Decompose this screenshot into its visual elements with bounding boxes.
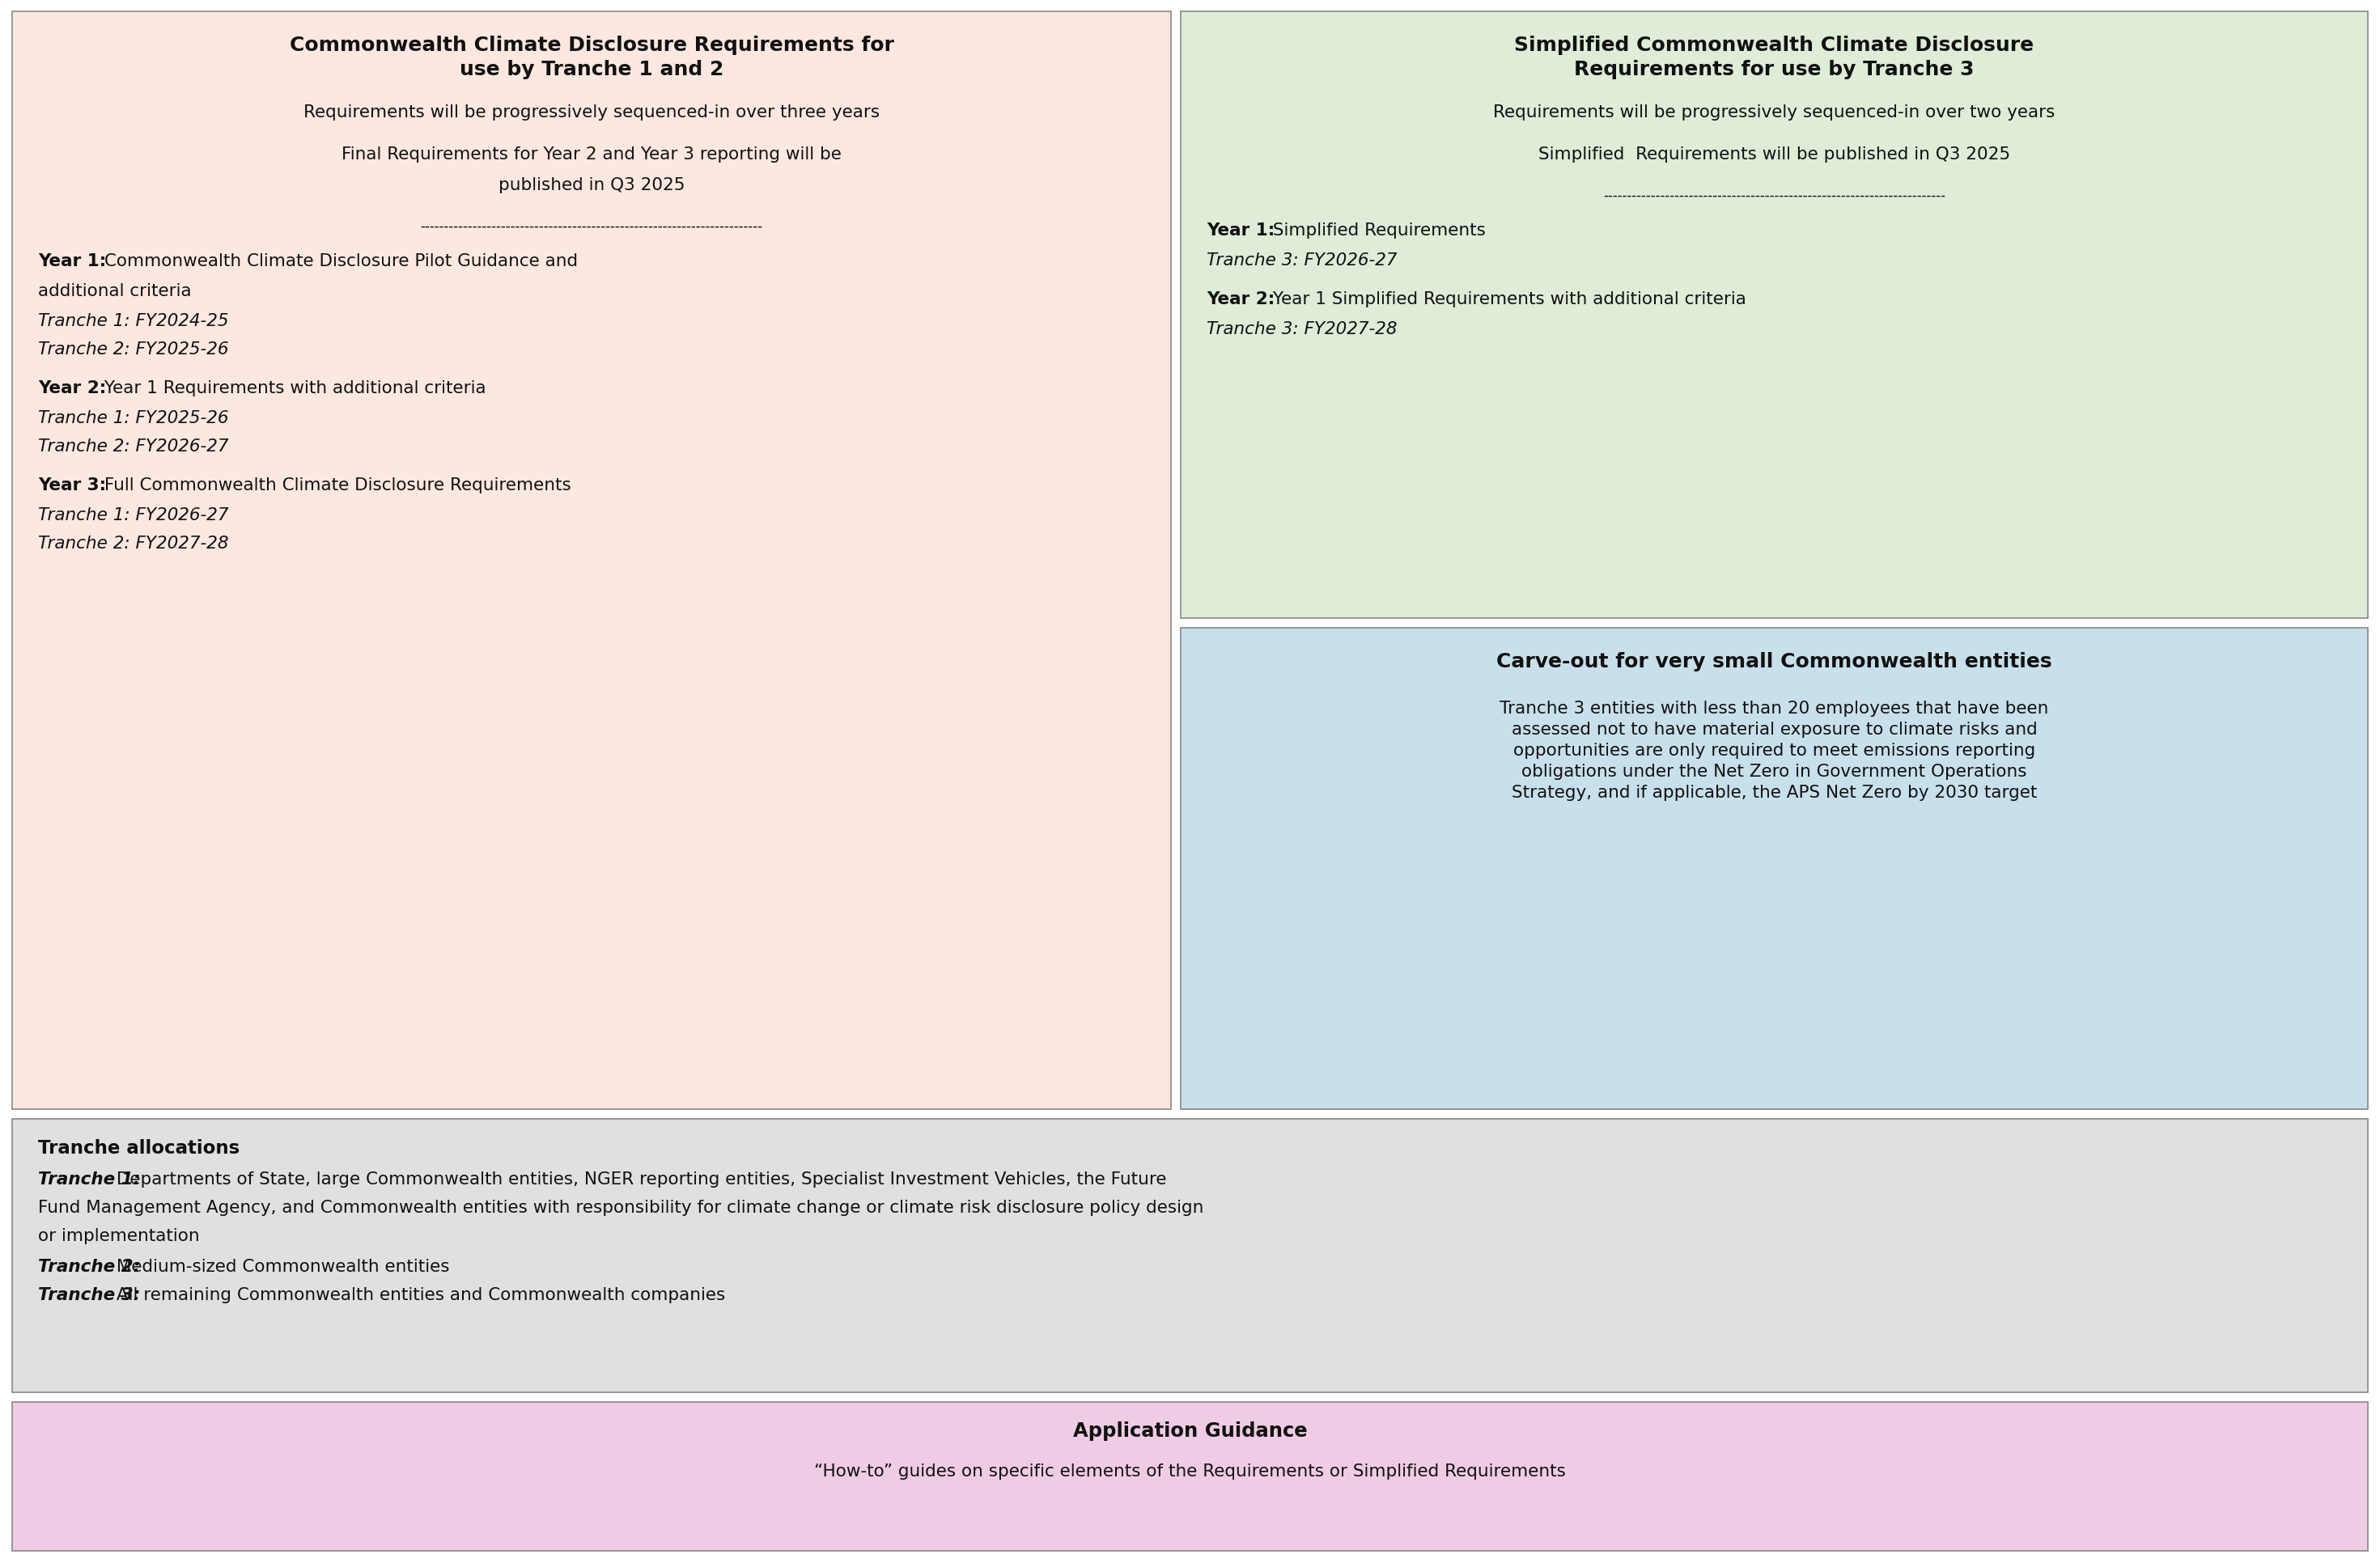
Text: “How-to” guides on specific elements of the Requirements or Simplified Requireme: “How-to” guides on specific elements of …: [814, 1463, 1566, 1479]
Text: Tranche 3: FY2027-28: Tranche 3: FY2027-28: [1207, 320, 1397, 338]
Text: Fund Management Agency, and Commonwealth entities with responsibility for climat: Fund Management Agency, and Commonwealth…: [38, 1199, 1204, 1216]
Text: Application Guidance: Application Guidance: [1073, 1421, 1307, 1440]
Text: Tranche 1: FY2025-26: Tranche 1: FY2025-26: [38, 410, 228, 427]
Text: Year 3:: Year 3:: [38, 477, 107, 492]
Text: Year 2:: Year 2:: [38, 380, 107, 395]
Text: Departments of State, large Commonwealth entities, NGER reporting entities, Spec: Departments of State, large Commonwealth…: [112, 1171, 1166, 1186]
Text: Commonwealth Climate Disclosure Requirements for
use by Tranche 1 and 2: Commonwealth Climate Disclosure Requirem…: [290, 36, 895, 80]
Text: Year 1 Requirements with additional criteria: Year 1 Requirements with additional crit…: [98, 380, 486, 395]
Text: Tranche 3:: Tranche 3:: [38, 1286, 140, 1302]
Text: published in Q3 2025: published in Q3 2025: [497, 177, 685, 194]
Text: Carve-out for very small Commonwealth entities: Carve-out for very small Commonwealth en…: [1497, 652, 2052, 671]
Text: Commonwealth Climate Disclosure Pilot Guidance and: Commonwealth Climate Disclosure Pilot Gu…: [98, 253, 578, 269]
Text: Tranche 3: FY2026-27: Tranche 3: FY2026-27: [1207, 252, 1397, 269]
Text: additional criteria: additional criteria: [38, 283, 190, 299]
Text: Year 1 Simplified Requirements with additional criteria: Year 1 Simplified Requirements with addi…: [1266, 291, 1747, 306]
Text: Medium-sized Commonwealth entities: Medium-sized Commonwealth entities: [112, 1258, 450, 1274]
Bar: [12, 13, 1171, 1110]
Text: Simplified  Requirements will be published in Q3 2025: Simplified Requirements will be publishe…: [1537, 147, 2011, 163]
Text: All remaining Commonwealth entities and Commonwealth companies: All remaining Commonwealth entities and …: [112, 1286, 726, 1302]
Bar: [1180, 13, 2368, 619]
Text: Year 1:: Year 1:: [38, 253, 107, 269]
Text: Tranche 1: FY2026-27: Tranche 1: FY2026-27: [38, 506, 228, 524]
Text: Tranche 2:: Tranche 2:: [38, 1258, 140, 1274]
Text: Year 1:: Year 1:: [1207, 222, 1276, 239]
Bar: [12, 1402, 2368, 1550]
Text: Tranche 1:: Tranche 1:: [38, 1171, 140, 1186]
Bar: [1180, 628, 2368, 1110]
Text: Tranche 2: FY2025-26: Tranche 2: FY2025-26: [38, 341, 228, 358]
Text: Tranche 1: FY2024-25: Tranche 1: FY2024-25: [38, 313, 228, 328]
Text: ------------------------------------------------------------------------: ----------------------------------------…: [1604, 188, 1944, 203]
Text: Requirements will be progressively sequenced-in over three years: Requirements will be progressively seque…: [302, 105, 881, 120]
Text: Tranche 3 entities with less than 20 employees that have been
assessed not to ha: Tranche 3 entities with less than 20 emp…: [1499, 700, 2049, 800]
Text: Full Commonwealth Climate Disclosure Requirements: Full Commonwealth Climate Disclosure Req…: [98, 477, 571, 492]
Text: Tranche 2: FY2026-27: Tranche 2: FY2026-27: [38, 438, 228, 455]
Bar: [12, 1119, 2368, 1393]
Text: ------------------------------------------------------------------------: ----------------------------------------…: [421, 219, 762, 233]
Text: Simplified Commonwealth Climate Disclosure
Requirements for use by Tranche 3: Simplified Commonwealth Climate Disclosu…: [1514, 36, 2035, 80]
Text: or implementation: or implementation: [38, 1227, 200, 1244]
Text: Final Requirements for Year 2 and Year 3 reporting will be: Final Requirements for Year 2 and Year 3…: [343, 147, 843, 163]
Text: Year 2:: Year 2:: [1207, 291, 1276, 306]
Text: Tranche 2: FY2027-28: Tranche 2: FY2027-28: [38, 535, 228, 552]
Text: Requirements will be progressively sequenced-in over two years: Requirements will be progressively seque…: [1492, 105, 2056, 120]
Text: Simplified Requirements: Simplified Requirements: [1266, 222, 1485, 239]
Text: Tranche allocations: Tranche allocations: [38, 1138, 240, 1157]
